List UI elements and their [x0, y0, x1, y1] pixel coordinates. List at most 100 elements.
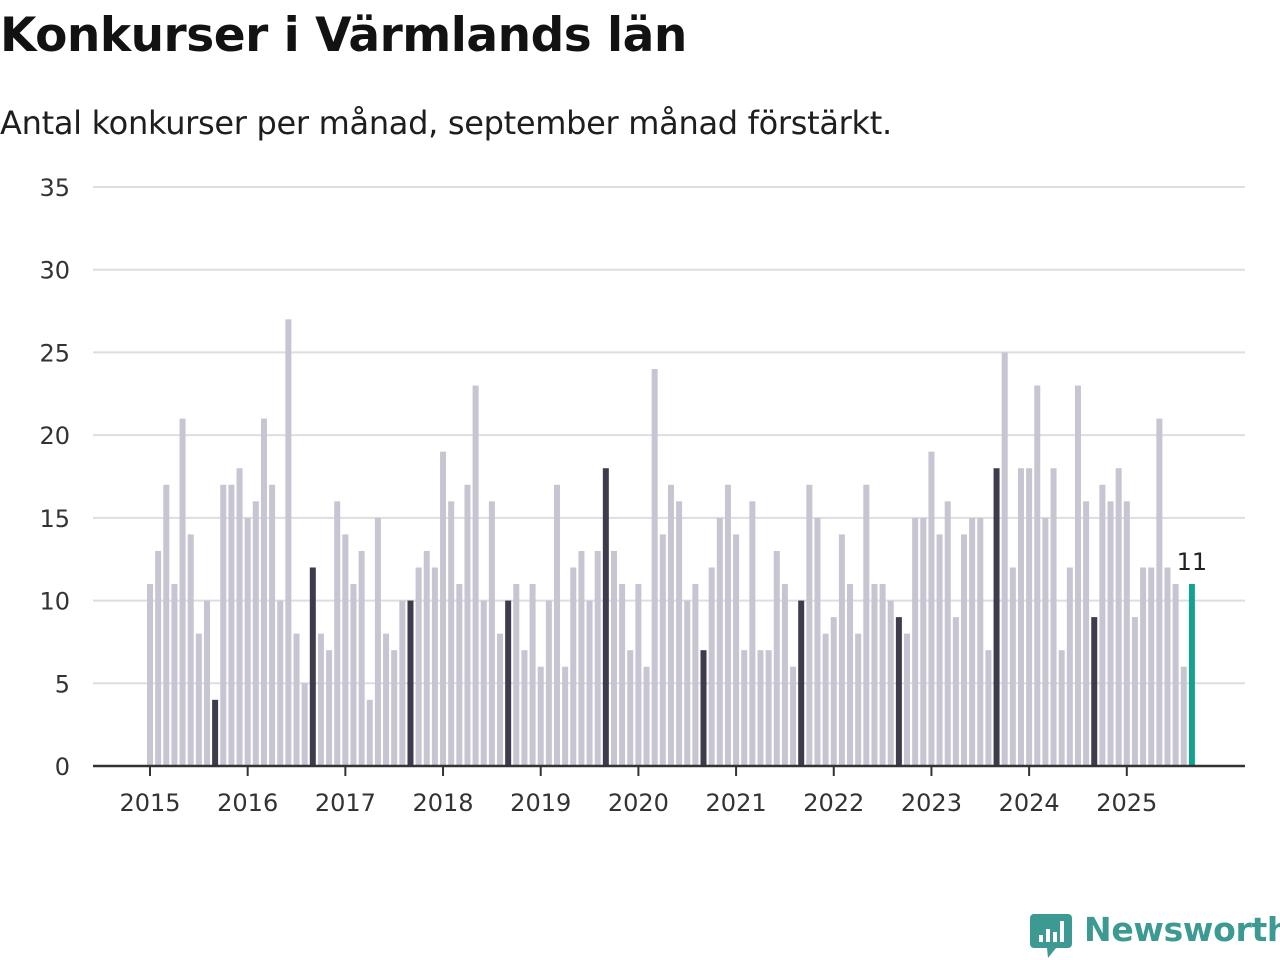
- bar: [757, 650, 764, 766]
- bar: [399, 600, 406, 766]
- y-tick-label: 0: [55, 753, 70, 781]
- bar: [317, 633, 324, 766]
- bar: [423, 550, 430, 766]
- bar: [1115, 468, 1122, 766]
- bar: [1156, 418, 1163, 766]
- bar: [366, 699, 373, 766]
- bar: [374, 517, 381, 766]
- y-tick-label: 20: [39, 422, 70, 450]
- bar: [765, 650, 772, 766]
- bar: [977, 517, 984, 766]
- bar-september: [700, 650, 707, 766]
- bar: [383, 633, 390, 766]
- bar: [293, 633, 300, 766]
- bar: [171, 584, 178, 766]
- bar: [537, 666, 544, 766]
- bar: [358, 550, 365, 766]
- bar: [163, 484, 170, 766]
- y-tick-label: 5: [55, 670, 70, 698]
- bar: [936, 534, 943, 766]
- bar: [651, 368, 658, 766]
- bar-september: [212, 699, 219, 766]
- bar: [1083, 501, 1090, 766]
- bar: [952, 617, 959, 766]
- newsworthy-logo-text: Newsworthy: [1084, 910, 1280, 949]
- x-tick-label: 2018: [413, 789, 474, 817]
- bar: [1180, 666, 1187, 766]
- bar: [301, 683, 308, 766]
- bar: [692, 584, 699, 766]
- bar: [1050, 468, 1057, 766]
- bar: [928, 451, 935, 766]
- bar: [155, 550, 162, 766]
- x-tick-label: 2020: [608, 789, 669, 817]
- bar: [431, 567, 438, 766]
- bar-september: [798, 600, 805, 766]
- bar: [684, 600, 691, 766]
- bar: [195, 633, 202, 766]
- bar-september: [505, 600, 512, 766]
- bar: [1026, 468, 1033, 766]
- bar: [545, 600, 552, 766]
- bar: [985, 650, 992, 766]
- bar: [147, 584, 153, 766]
- bar: [1140, 567, 1147, 766]
- bar: [871, 584, 878, 766]
- bar: [944, 501, 951, 766]
- bar: [1066, 567, 1073, 766]
- bar: [1148, 567, 1155, 766]
- bar: [643, 666, 650, 766]
- bar: [855, 633, 862, 766]
- bar-september: [993, 468, 1000, 766]
- newsworthy-logo-icon: [1030, 914, 1072, 958]
- y-tick-label: 10: [39, 588, 70, 616]
- bar: [236, 468, 243, 766]
- bar: [570, 567, 577, 766]
- bar: [847, 584, 854, 766]
- bar: [1058, 650, 1065, 766]
- bar: [610, 550, 617, 766]
- newsworthy-logo: Newsworthy: [1030, 908, 1280, 960]
- x-tick-label: 2024: [999, 789, 1060, 817]
- bar: [562, 666, 569, 766]
- chart-subtitle: Antal konkurser per månad, september mån…: [0, 104, 892, 142]
- y-tick-label: 25: [39, 339, 70, 367]
- bar: [334, 501, 341, 766]
- bar: [1107, 501, 1114, 766]
- bar: [497, 633, 504, 766]
- bar: [260, 418, 267, 766]
- bar: [342, 534, 349, 766]
- bar: [464, 484, 471, 766]
- bar: [521, 650, 528, 766]
- bar-september: [309, 567, 316, 766]
- bar-september: [1188, 584, 1195, 766]
- bar: [228, 484, 235, 766]
- bar: [814, 517, 821, 766]
- bar: [391, 650, 398, 766]
- bar: [912, 517, 919, 766]
- bar: [554, 484, 560, 766]
- bar: [269, 484, 276, 766]
- x-tick-label: 2023: [901, 789, 962, 817]
- bar: [244, 517, 251, 766]
- bar: [1131, 617, 1138, 766]
- bar: [578, 550, 585, 766]
- bar: [708, 567, 715, 766]
- bar: [220, 484, 227, 766]
- y-tick-label: 30: [39, 257, 70, 285]
- bar: [781, 584, 788, 766]
- x-tick-label: 2016: [217, 789, 278, 817]
- bar: [1099, 484, 1106, 766]
- bar: [806, 484, 813, 766]
- bar: [961, 534, 967, 766]
- x-tick-label: 2017: [315, 789, 376, 817]
- bar: [594, 550, 601, 766]
- bar: [676, 501, 683, 766]
- bar-september: [407, 600, 414, 766]
- bar: [773, 550, 780, 766]
- bar-september: [1091, 617, 1098, 766]
- latest-value-label: 11: [1177, 548, 1208, 576]
- bar: [586, 600, 593, 766]
- bar: [822, 633, 829, 766]
